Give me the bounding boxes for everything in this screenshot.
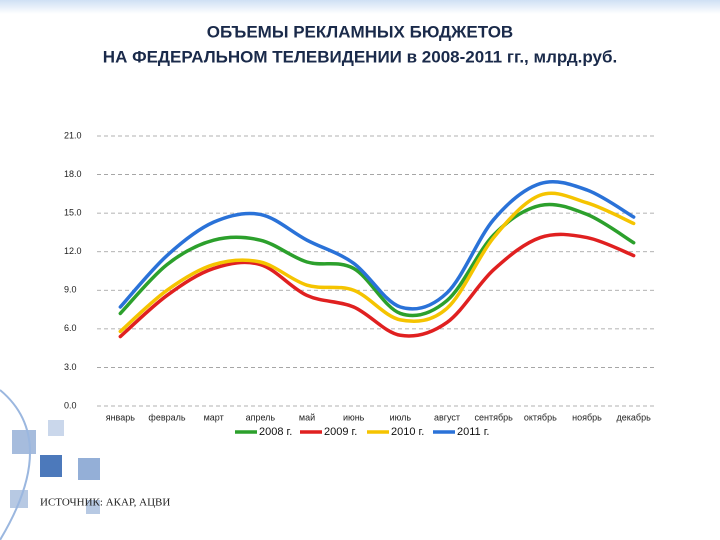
legend-label: 2008 г.	[259, 426, 292, 438]
series-line	[118, 179, 636, 311]
x-tick-label: ноябрь	[572, 412, 602, 422]
x-tick-label: июль	[390, 412, 412, 422]
title-line: ОБЪЕМЫ РЕКЛАМНЫХ БЮДЖЕТОВ	[207, 22, 513, 41]
title-line: НА ФЕДЕРАЛЬНОМ ТЕЛЕВИДЕНИИ в 2008-2011 г…	[103, 47, 617, 66]
x-tick-label: февраль	[148, 412, 185, 422]
legend-label: 2009 г.	[324, 426, 357, 438]
x-tick-label: апрель	[246, 412, 276, 422]
series-line	[118, 232, 636, 339]
x-tick-label: май	[299, 412, 315, 422]
series-line	[118, 191, 636, 334]
legend-label: 2011 г.	[457, 426, 489, 438]
x-tick-label: январь	[106, 412, 136, 422]
source: ИСТОЧНИК: АКАР, АЦВИ	[40, 497, 170, 509]
x-tick-label: декабрь	[617, 412, 652, 422]
y-tick-label: 21.0	[64, 130, 82, 140]
series-line	[118, 202, 636, 318]
x-tick-label: июнь	[343, 412, 365, 422]
decor-curve	[0, 389, 31, 540]
x-tick-label: сентябрь	[475, 412, 514, 422]
y-tick-label: 9.0	[64, 285, 77, 295]
y-tick-label: 15.0	[64, 208, 82, 218]
x-tick-label: август	[434, 412, 460, 422]
y-tick-label: 6.0	[64, 323, 77, 333]
y-tick-label: 3.0	[64, 362, 77, 372]
y-tick-label: 0.0	[64, 400, 77, 410]
y-tick-label: 18.0	[64, 169, 82, 179]
x-tick-label: март	[204, 412, 224, 422]
top-band	[0, 0, 720, 14]
decoration	[10, 420, 100, 514]
legend-label: 2010 г.	[391, 426, 424, 438]
x-tick-label: октябрь	[524, 412, 557, 422]
y-tick-label: 12.0	[64, 246, 82, 256]
